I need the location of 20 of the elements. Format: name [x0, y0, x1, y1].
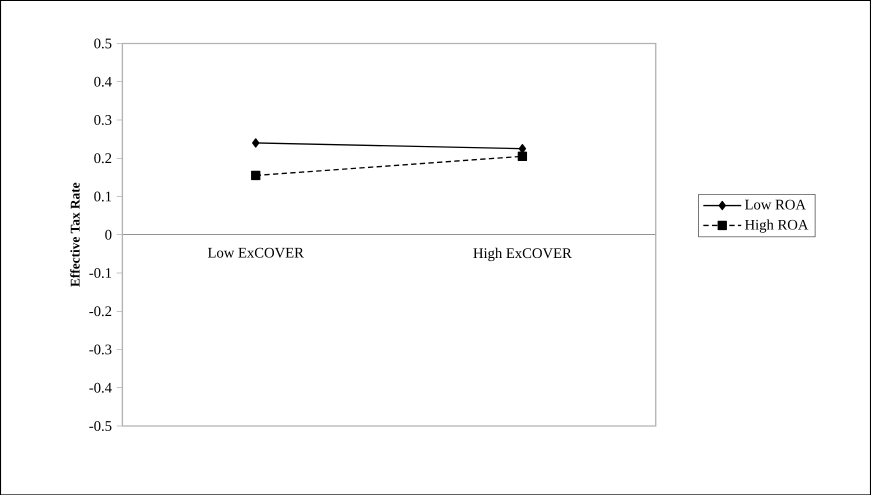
legend-label: Low ROA — [744, 199, 806, 210]
y-tick-label: -0.4 — [89, 382, 112, 393]
point — [252, 138, 260, 148]
point — [518, 151, 528, 161]
legend-label: High ROA — [744, 219, 808, 232]
y-tick-label: 0.1 — [94, 191, 112, 202]
y-axis-title: Effective Tax Rate — [70, 182, 80, 287]
point — [251, 170, 260, 180]
y-tick-label: -0.5 — [89, 420, 112, 431]
y-tick-label: 0.2 — [94, 153, 112, 163]
y-tick-label: 0 — [105, 230, 112, 240]
y-tick-label: -0.1 — [89, 268, 112, 278]
y-tick-label: 0.5 — [94, 38, 112, 48]
y-tick-label: -0.3 — [89, 344, 112, 354]
y-tick-label: -0.2 — [89, 306, 112, 316]
point — [518, 144, 526, 154]
x-tick-label: High ExCOVER — [473, 248, 572, 261]
x-tick-label: Low ExCOVER — [208, 248, 304, 258]
y-tick-label: 0.3 — [94, 114, 112, 125]
y-tick-label: 0.4 — [94, 76, 112, 86]
